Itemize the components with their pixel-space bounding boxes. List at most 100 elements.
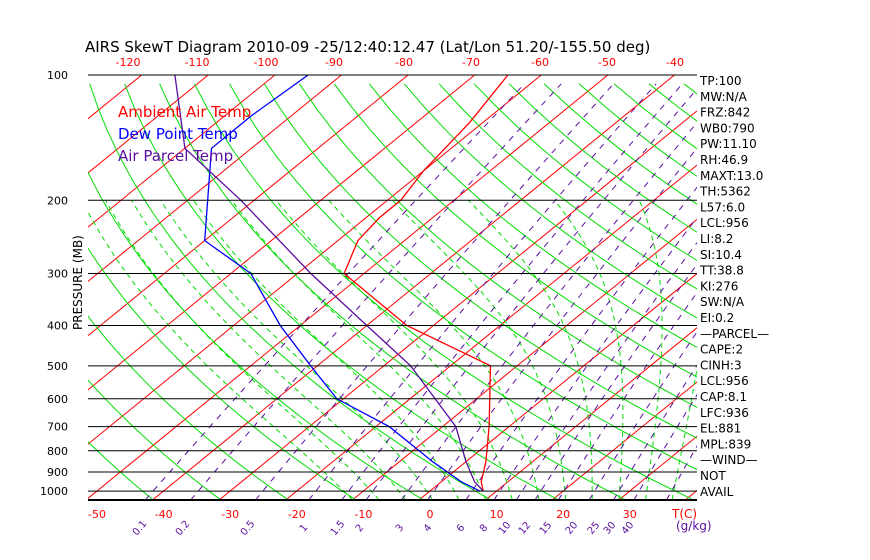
dry-adiabat bbox=[368, 83, 697, 348]
chart-title: AIRS SkewT Diagram 2010-09 -25/12:40:12.… bbox=[85, 38, 650, 56]
isotherm bbox=[752, 66, 870, 500]
top-temp-tick-label: -100 bbox=[254, 56, 279, 69]
mixing-ratio-tick-label: 0.1 bbox=[131, 519, 150, 538]
isotherm bbox=[88, 75, 210, 174]
mixing-ratio-line bbox=[341, 83, 683, 500]
mixing-ratio-tick-label: 15 bbox=[538, 520, 555, 537]
index-value: LI:8.2 bbox=[700, 232, 733, 246]
dry-adiabat bbox=[333, 83, 697, 378]
index-value: FRZ:842 bbox=[700, 106, 750, 120]
top-temp-tick-label: -120 bbox=[116, 56, 141, 69]
moist-adiabat bbox=[231, 200, 487, 500]
moist-adiabat bbox=[554, 199, 624, 500]
isotherm bbox=[88, 75, 543, 445]
mixing-ratio-tick-label: 3 bbox=[394, 522, 407, 534]
mixing-ratio-tick-label: 1 bbox=[298, 522, 311, 534]
mixing-ratio-tick-label: 6 bbox=[455, 522, 468, 534]
mixing-ratio-tick-label: 0.5 bbox=[239, 519, 258, 538]
index-value: SI:10.4 bbox=[700, 248, 742, 262]
index-value: CINH:3 bbox=[700, 358, 742, 372]
isotherm bbox=[152, 75, 676, 500]
index-value: LFC:936 bbox=[700, 406, 749, 420]
pressure-tick-label: 600 bbox=[47, 393, 68, 406]
dry-adiabat bbox=[88, 171, 424, 500]
top-temp-tick-label: -70 bbox=[462, 56, 480, 69]
index-value: EL:881 bbox=[700, 422, 741, 436]
mixing-ratio-tick-label: 2 bbox=[354, 522, 367, 534]
mixing-ratio-tick-label: 8 bbox=[478, 522, 491, 534]
dry-adiabat bbox=[473, 83, 697, 262]
bottom-temp-tick-label: -30 bbox=[221, 508, 239, 521]
bottom-temp-tick-label: -40 bbox=[155, 508, 173, 521]
series-dew-point-temp bbox=[204, 75, 481, 492]
pressure-tick-label: 300 bbox=[47, 268, 68, 281]
mixing-ratio-line bbox=[666, 445, 697, 500]
bottom-temp-tick-label: 30 bbox=[623, 508, 637, 521]
mixing-ratio-line bbox=[190, 83, 562, 500]
moist-adiabat bbox=[468, 199, 593, 500]
index-value: MAXT:13.0 bbox=[700, 169, 763, 183]
index-value: CAP:8.1 bbox=[700, 390, 747, 404]
isotherm bbox=[0, 66, 20, 500]
index-value: KI:276 bbox=[700, 279, 738, 293]
isotherm bbox=[551, 381, 697, 500]
isotherm bbox=[88, 75, 409, 337]
index-value: RH:46.9 bbox=[700, 153, 748, 167]
pressure-tick-label: 500 bbox=[47, 360, 68, 373]
mixing-ratio-line bbox=[401, 121, 697, 500]
pressure-tick-label: 100 bbox=[47, 69, 68, 82]
index-value: TP:100 bbox=[699, 74, 742, 88]
mixing-ratio-line bbox=[427, 147, 697, 500]
index-value: SW:N/A bbox=[700, 295, 745, 309]
index-value: TH:5362 bbox=[699, 185, 751, 199]
index-value: WB0:790 bbox=[700, 121, 755, 135]
top-temp-tick-label: -50 bbox=[598, 56, 616, 69]
index-value: LCL:956 bbox=[700, 374, 749, 388]
dry-adiabat bbox=[159, 83, 627, 500]
series-ambient-air-temp bbox=[343, 75, 509, 492]
x-axis-label: T(C) bbox=[671, 507, 697, 521]
dry-adiabat bbox=[88, 315, 289, 500]
y-axis-label: PRESSURE (MB) bbox=[71, 235, 85, 330]
dry-adiabat bbox=[0, 84, 18, 500]
mixing-ratio-line bbox=[365, 88, 697, 500]
mixing-ratio-tick-label: 0.2 bbox=[174, 519, 193, 538]
dry-adiabat bbox=[124, 83, 559, 500]
dry-adiabat bbox=[263, 83, 697, 439]
index-value: CAPE:2 bbox=[700, 343, 743, 357]
index-value: EI:0.2 bbox=[700, 311, 734, 325]
dry-adiabat bbox=[88, 440, 154, 500]
index-value: NOT bbox=[700, 469, 726, 483]
legend-entry: Dew Point Temp bbox=[118, 125, 238, 143]
top-temp-tick-label: -110 bbox=[185, 56, 210, 69]
index-value: LCL:956 bbox=[700, 216, 749, 230]
pressure-tick-label: 900 bbox=[47, 466, 68, 479]
index-value: MPL:839 bbox=[700, 437, 751, 451]
bottom-temp-tick-label: 0 bbox=[427, 508, 434, 521]
bottom-temp-tick-label: -20 bbox=[288, 508, 306, 521]
dry-adiabat bbox=[438, 83, 697, 290]
mixing-ratio-tick-label: 30 bbox=[602, 520, 619, 537]
pressure-tick-label: 800 bbox=[47, 445, 68, 458]
dry-adiabat bbox=[508, 83, 697, 233]
pressure-tick-label: 700 bbox=[47, 421, 68, 434]
mixing-ratio-tick-label: 20 bbox=[564, 520, 581, 537]
isotherm bbox=[352, 218, 697, 500]
dry-adiabat bbox=[194, 83, 694, 500]
isotherm bbox=[418, 272, 697, 500]
moist-adiabat bbox=[105, 200, 380, 500]
moist-adiabat bbox=[131, 200, 407, 500]
isotherm bbox=[88, 75, 276, 228]
isotherm bbox=[88, 75, 343, 283]
mixing-ratio-line bbox=[308, 83, 657, 500]
legend-entry: Ambient Air Temp bbox=[118, 103, 251, 121]
moist-adiabat bbox=[638, 200, 663, 500]
mixing-ratio-unit: (g/kg) bbox=[676, 519, 712, 533]
mixing-ratio-line bbox=[465, 186, 697, 500]
mixing-ratio-tick-label: 1.5 bbox=[329, 519, 348, 538]
dry-adiabat bbox=[648, 83, 697, 122]
dry-adiabat bbox=[789, 84, 870, 500]
moist-adiabat bbox=[193, 200, 460, 500]
top-temp-tick-label: -80 bbox=[395, 56, 413, 69]
pressure-tick-label: 200 bbox=[47, 194, 68, 207]
